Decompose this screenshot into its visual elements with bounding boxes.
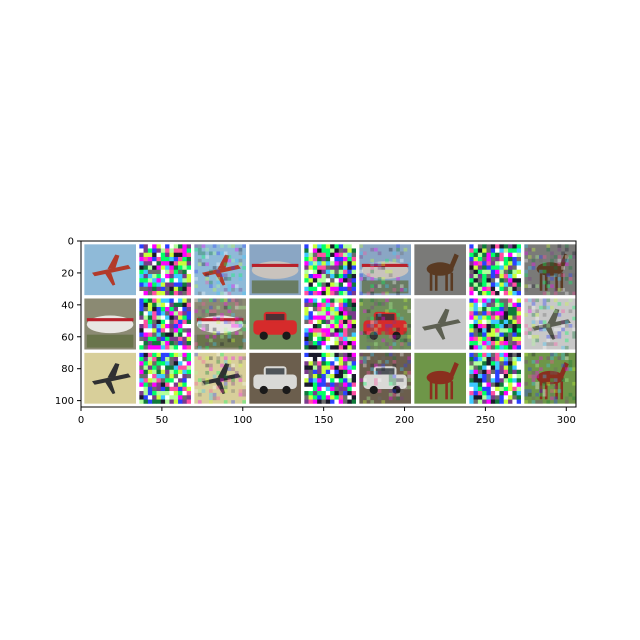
x-tick-label: 50	[156, 415, 169, 426]
y-tick-label: 60	[61, 332, 74, 343]
image-tile-noise	[139, 298, 191, 350]
image-tile-adversarial	[524, 298, 576, 350]
x-tick-label: 0	[78, 415, 84, 426]
image-tile-original	[249, 244, 301, 296]
image-tile-noise	[304, 298, 356, 350]
x-tick-label: 150	[314, 415, 333, 426]
image-tile-original	[249, 298, 301, 350]
y-tick-label: 80	[61, 364, 74, 375]
image-tile-original	[414, 244, 466, 296]
y-axis: 0 20 40 60 80 100	[55, 237, 81, 407]
image-tile-adversarial	[359, 298, 411, 350]
image-tile-adversarial	[524, 244, 576, 296]
y-tick-label: 40	[61, 300, 74, 311]
x-tick-label: 100	[233, 415, 252, 426]
image-tile-adversarial	[359, 352, 411, 404]
y-tick-label: 0	[68, 237, 74, 248]
x-axis: 0 50 100 150 200 250 300	[78, 407, 576, 426]
image-tile-noise	[469, 244, 521, 296]
image-tile-original	[84, 244, 136, 296]
image-tile-original	[414, 352, 466, 404]
image-tile-original	[249, 352, 301, 404]
image-tile-noise	[139, 244, 191, 296]
image-tile-noise	[304, 352, 356, 404]
x-tick-label: 200	[395, 415, 414, 426]
image-tile-noise	[139, 352, 191, 404]
image-tile-adversarial	[194, 352, 246, 404]
image-tile-adversarial	[194, 244, 246, 296]
image-tile-original	[84, 298, 136, 350]
image-tile-noise	[304, 244, 356, 296]
image-tile-adversarial	[524, 352, 576, 404]
image-tile-adversarial	[194, 298, 246, 350]
image-tile-noise	[469, 352, 521, 404]
image-tile-original	[84, 352, 136, 404]
image-tile-original	[414, 298, 466, 350]
x-tick-label: 250	[476, 415, 495, 426]
axes-frame	[80, 240, 577, 408]
y-tick-label: 20	[61, 268, 74, 279]
y-tick-label: 100	[55, 396, 74, 407]
x-tick-label: 300	[557, 415, 576, 426]
image-tile-noise	[469, 298, 521, 350]
image-tile-adversarial	[359, 244, 411, 296]
image-grid	[84, 244, 576, 404]
